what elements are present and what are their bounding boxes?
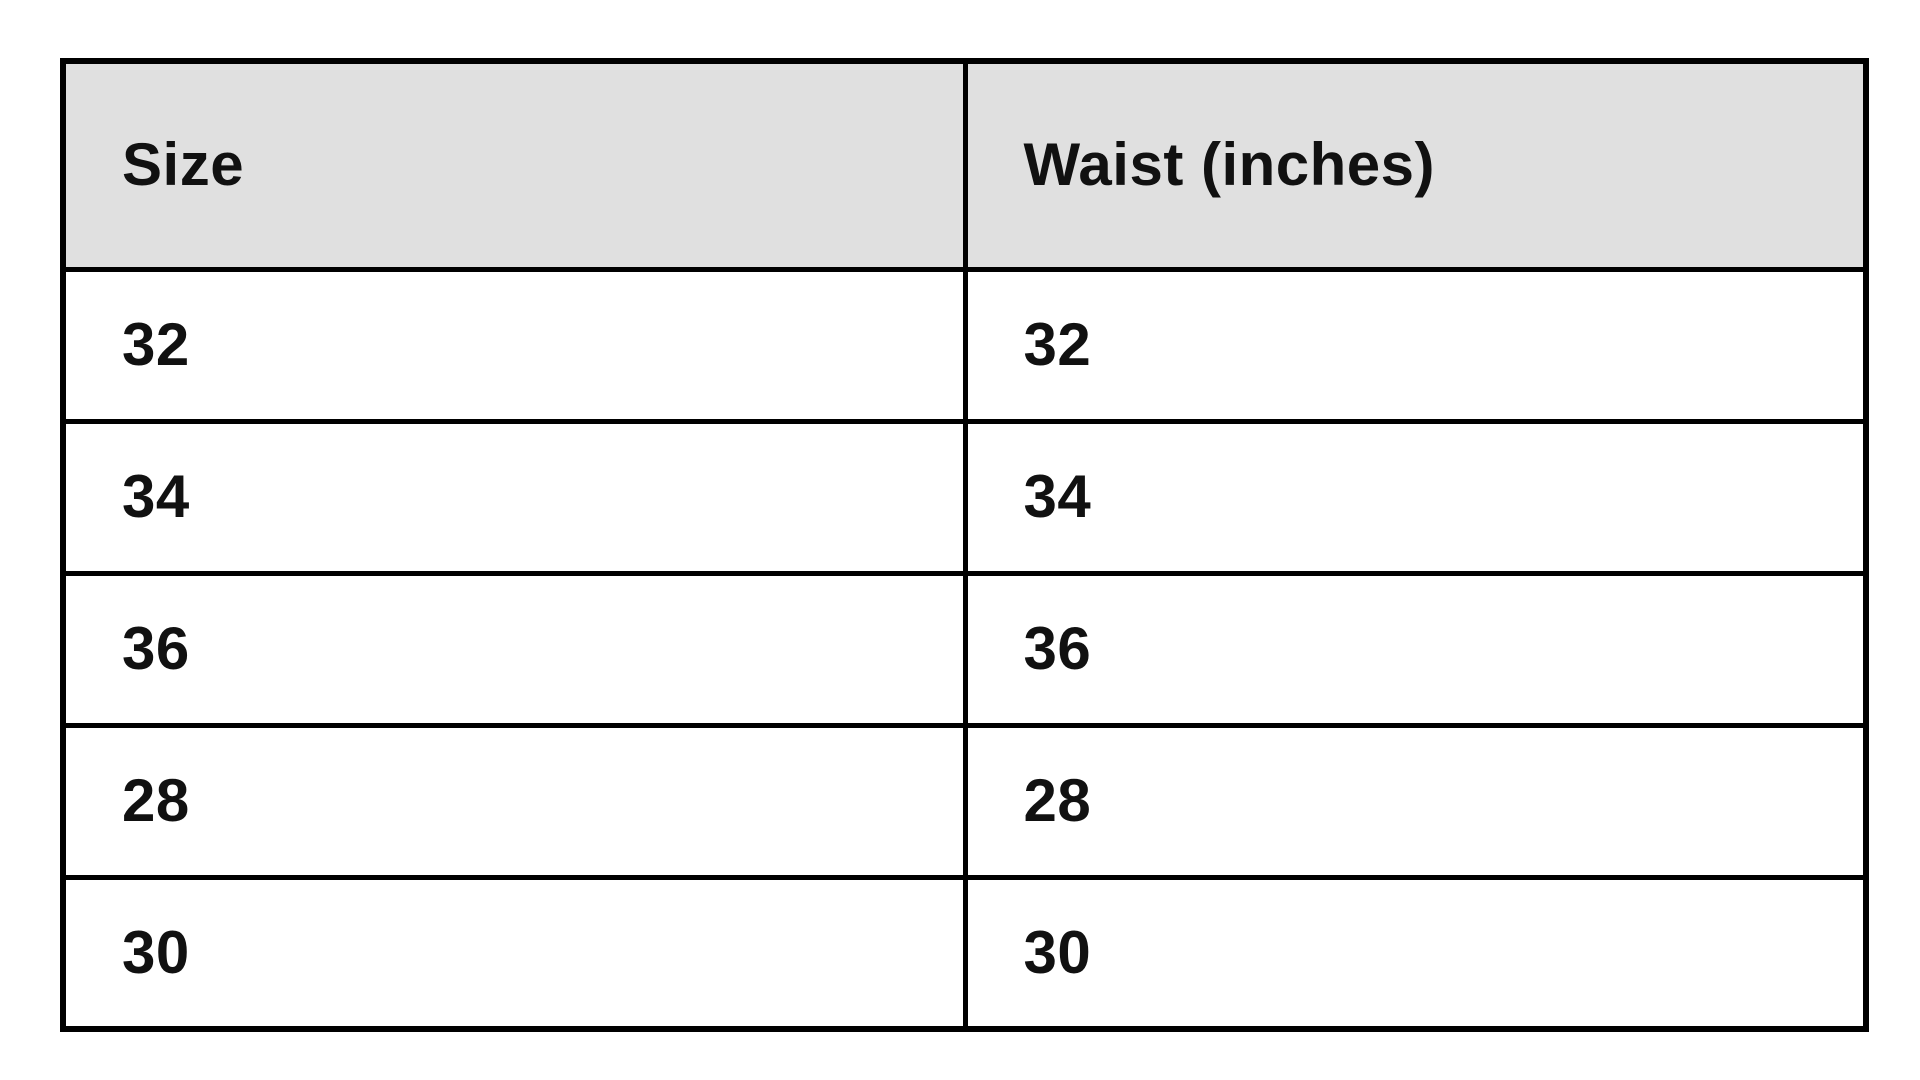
table-cell-waist: 32: [962, 266, 1869, 424]
table-cell-waist: 30: [962, 874, 1869, 1032]
table-cell-waist: 36: [962, 570, 1869, 728]
table-header: Size Waist (inches): [60, 58, 1869, 272]
table-row: 36 36: [60, 570, 1869, 728]
table-cell-size: 28: [60, 722, 968, 880]
table-cell-size: 32: [60, 266, 968, 424]
table-cell-waist: 28: [962, 722, 1869, 880]
table-body: 32 32 34 34 36 36 28 28 30 30: [60, 266, 1869, 1032]
table-cell-waist: 34: [962, 418, 1869, 576]
table-cell-size: 36: [60, 570, 968, 728]
column-header-waist-inches: Waist (inches): [962, 58, 1869, 272]
size-chart-table: Size Waist (inches) 32 32 34 34 36 36 28…: [60, 58, 1869, 1032]
header-row: Size Waist (inches): [60, 58, 1869, 272]
table-row: 30 30: [60, 874, 1869, 1032]
table-row: 34 34: [60, 418, 1869, 576]
table-cell-size: 30: [60, 874, 968, 1032]
table-row: 28 28: [60, 722, 1869, 880]
column-header-size: Size: [60, 58, 968, 272]
table-row: 32 32: [60, 266, 1869, 424]
size-chart-container: Size Waist (inches) 32 32 34 34 36 36 28…: [60, 58, 1869, 1032]
table-cell-size: 34: [60, 418, 968, 576]
